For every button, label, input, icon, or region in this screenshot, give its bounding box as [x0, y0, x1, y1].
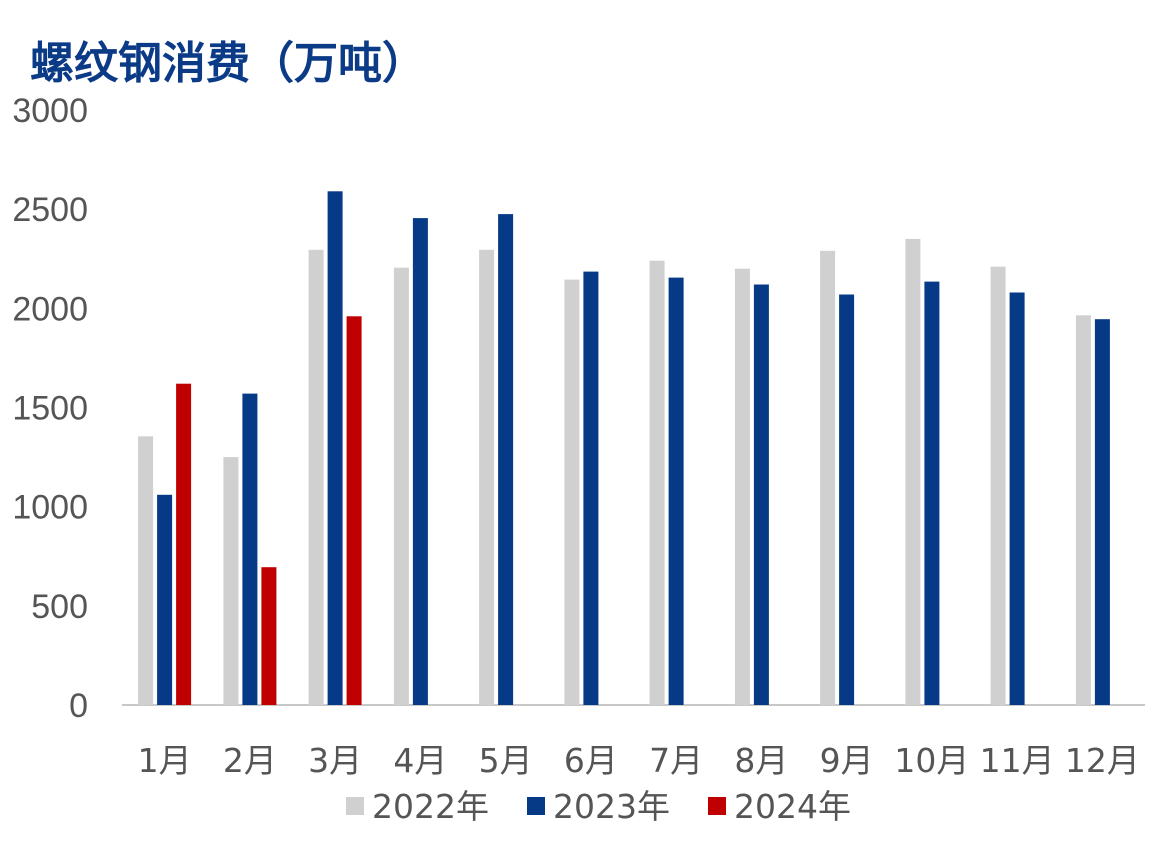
bar-2023年-5月	[498, 214, 514, 705]
bar-2022年-9月	[820, 250, 836, 706]
bar-2024年-2月	[261, 567, 277, 705]
bar-2022年-12月	[1075, 315, 1091, 705]
legend-label: 2024年	[734, 787, 851, 826]
bar-2023年-7月	[668, 277, 684, 705]
bar-2022年-4月	[393, 267, 409, 705]
bar-2024年-1月	[176, 383, 192, 705]
x-tick-label: 12月	[1065, 741, 1140, 780]
bar-2023年-11月	[1009, 292, 1025, 705]
bar-2022年-8月	[734, 268, 750, 705]
bar-2023年-6月	[583, 271, 599, 705]
legend-label: 2023年	[553, 787, 670, 826]
x-tick-label: 7月	[649, 741, 703, 780]
x-tick-label: 10月	[894, 741, 969, 780]
bar-2022年-7月	[649, 260, 665, 705]
bar-2022年-5月	[479, 249, 495, 706]
legend-swatch-2022年	[346, 797, 364, 815]
x-tick-label: 8月	[734, 741, 788, 780]
bar-2024年-3月	[346, 316, 362, 705]
x-tick-label: 6月	[564, 741, 618, 780]
y-tick-label: 3000	[12, 92, 88, 130]
bar-2023年-1月	[157, 494, 173, 705]
bar-2022年-6月	[564, 279, 580, 705]
y-tick-label: 500	[31, 588, 88, 626]
x-tick-label: 3月	[308, 741, 362, 780]
bar-2022年-11月	[990, 266, 1006, 705]
x-axis-tick-labels: 1月 2月 3月 4月 5月 6月 7月 8月 9月 10月 11月 12月	[138, 741, 1140, 780]
x-tick-label: 4月	[393, 741, 447, 780]
y-tick-label: 0	[69, 687, 88, 725]
y-tick-label: 2000	[12, 290, 88, 328]
bar-2023年-3月	[327, 191, 343, 706]
x-tick-label: 1月	[138, 741, 192, 780]
legend-swatch-2023年	[527, 797, 545, 815]
y-tick-label: 1500	[12, 390, 88, 428]
legend-swatch-2024年	[708, 797, 726, 815]
x-tick-label: 11月	[980, 741, 1055, 780]
bar-2023年-12月	[1094, 319, 1110, 705]
bar-2022年-3月	[308, 249, 324, 706]
legend-label: 2022年	[372, 787, 489, 826]
x-tick-label: 2月	[223, 741, 277, 780]
bar-2023年-2月	[242, 393, 258, 705]
bar-2022年-10月	[905, 238, 921, 705]
x-tick-label: 5月	[479, 741, 533, 780]
bar-series-group	[138, 191, 1110, 706]
legend: 2022年 2023年 2024年	[346, 787, 851, 826]
bar-2023年-9月	[839, 294, 855, 705]
y-tick-label: 1000	[12, 489, 88, 527]
y-tick-label: 2500	[12, 191, 88, 229]
y-axis-tick-labels: 0 500 1000 1500 2000 2500 3000	[12, 92, 88, 725]
bar-2023年-8月	[753, 284, 769, 705]
x-tick-label: 9月	[820, 741, 874, 780]
bar-2022年-2月	[223, 457, 239, 705]
bar-2022年-1月	[138, 436, 154, 705]
bar-2023年-10月	[924, 281, 940, 705]
chart-title: 螺纹钢消费（万吨）	[30, 38, 426, 89]
bar-2023年-4月	[412, 218, 428, 705]
